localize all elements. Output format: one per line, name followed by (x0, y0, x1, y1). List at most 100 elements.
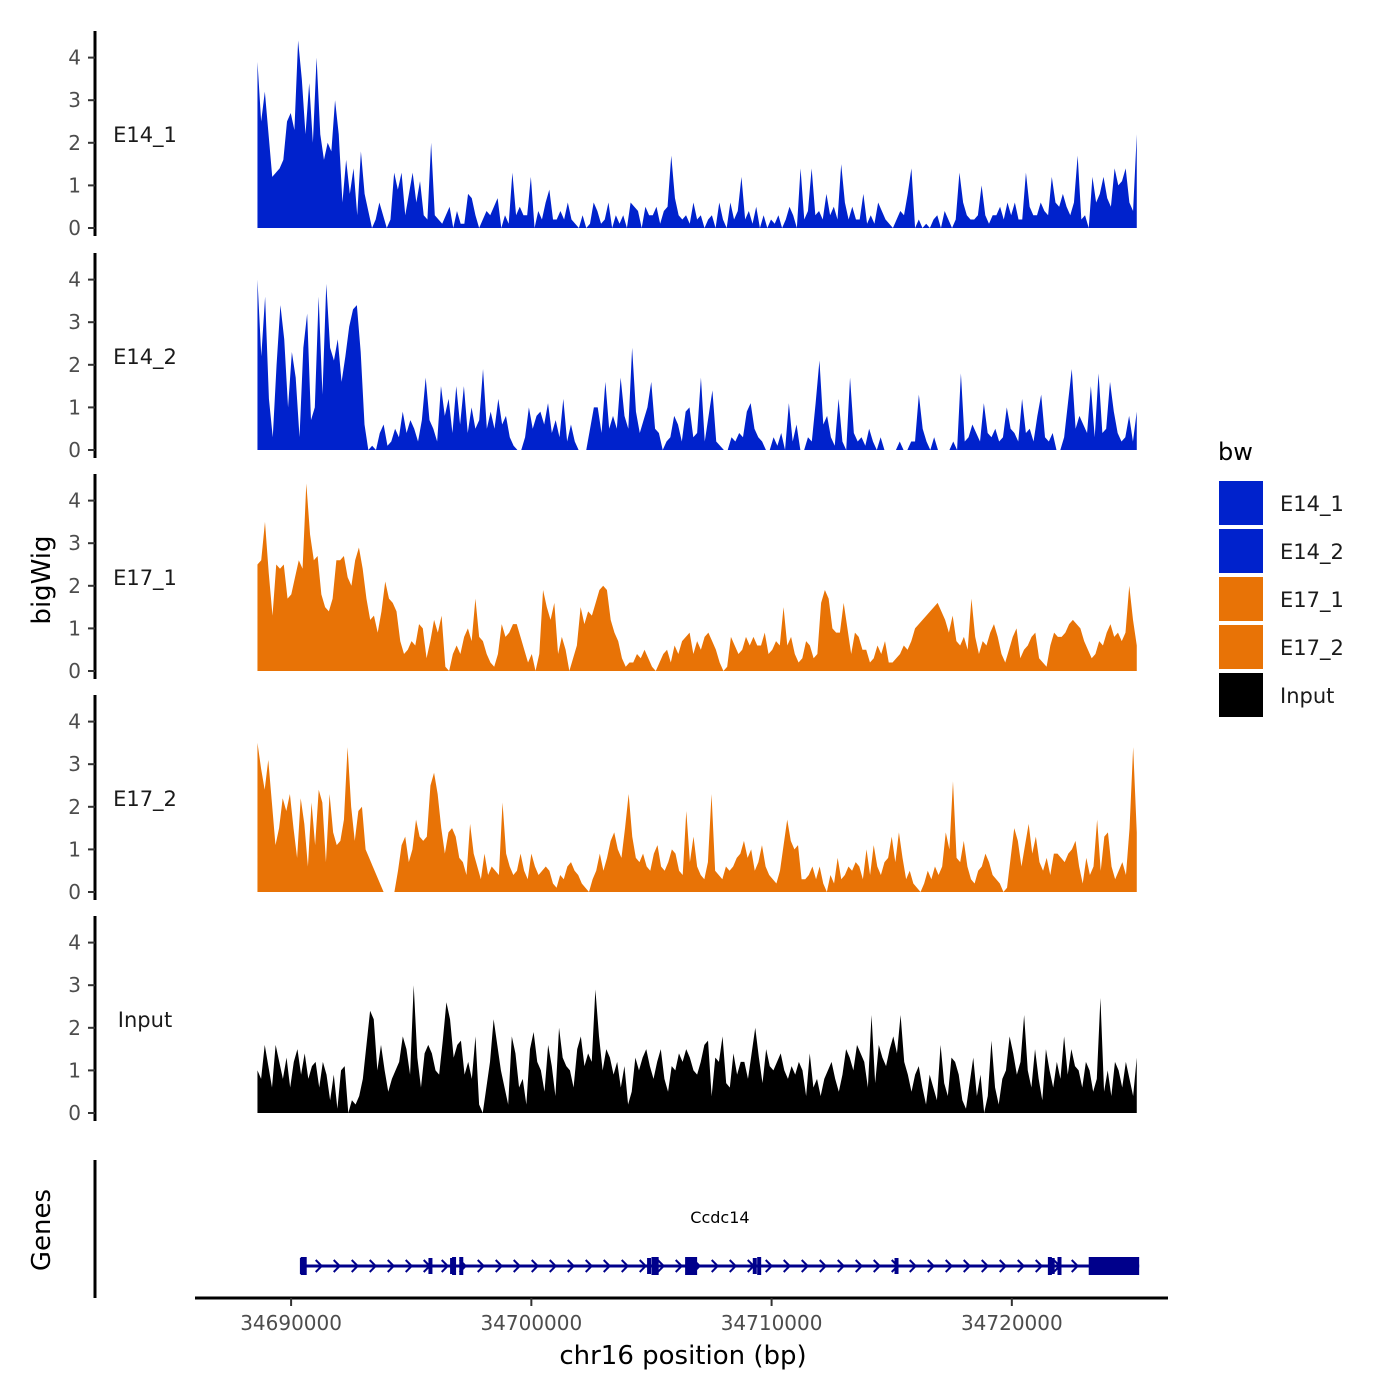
y-axis-title: bigWig (27, 535, 57, 624)
signal-area-E17_2 (257, 742, 1137, 892)
gene-exon (300, 1257, 307, 1275)
gene-exon-small (894, 1258, 899, 1274)
legend-swatch (1217, 479, 1265, 527)
strand-arrow (549, 1259, 558, 1273)
gene-exon (757, 1257, 762, 1275)
gene-exon (452, 1257, 457, 1275)
strand-arrow (981, 1259, 990, 1273)
strand-arrow (801, 1259, 810, 1273)
strand-arrow (1071, 1259, 1080, 1273)
y-tick-label: 0 (68, 216, 81, 240)
x-tick-label: 34710000 (721, 1311, 823, 1335)
track-label: E14_1 (113, 123, 177, 148)
track-E14_1: 0 1 2 3 4 E14_1 (68, 31, 1137, 240)
signal-area-E17_1 (257, 483, 1137, 671)
x-tick-label: 34690000 (240, 1311, 342, 1335)
y-tick-label: 1 (68, 395, 81, 419)
strand-arrow (855, 1259, 864, 1273)
gene-exon-small (428, 1258, 433, 1274)
y-tick-label: 1 (68, 616, 81, 640)
strand-arrow (999, 1259, 1008, 1273)
y-tick-label: 0 (68, 1101, 81, 1125)
strand-arrow (837, 1259, 846, 1273)
y-tick-label: 0 (68, 659, 81, 683)
track-label: E14_2 (113, 345, 177, 370)
strand-arrow (513, 1259, 522, 1273)
gene-exon-small (752, 1258, 757, 1274)
strand-arrow (909, 1259, 918, 1273)
strand-arrow (675, 1259, 684, 1273)
legend-item-E14_2: E14_2 (1217, 527, 1344, 575)
strand-arrow (927, 1259, 936, 1273)
strand-arrow (567, 1259, 576, 1273)
y-tick-label: 3 (68, 973, 81, 997)
x-axis-title: chr16 position (bp) (559, 1341, 806, 1371)
y-tick-label: 2 (68, 795, 81, 819)
legend: bw E14_1 E14_2 E17_1 E17_2 Input (1217, 438, 1344, 719)
gene-exon-small (1050, 1258, 1055, 1274)
strand-arrow (351, 1259, 360, 1273)
legend-label: E14_2 (1280, 540, 1344, 565)
genes-track-title: Genes (27, 1189, 57, 1271)
strand-arrow (603, 1259, 612, 1273)
legend-label: E17_1 (1280, 588, 1344, 613)
signal-tracks: 0 1 2 3 4 E14_1 0 1 2 3 4 E14_2 0 1 2 3 4 E17_1 0 1 2 3 4 E17_2… (68, 31, 1137, 1125)
y-tick-label: 0 (68, 880, 81, 904)
legend-label: E17_2 (1280, 636, 1344, 661)
strand-arrow (819, 1259, 828, 1273)
legend-swatch (1217, 527, 1265, 575)
strand-arrow (369, 1259, 378, 1273)
legend-item-Input: Input (1217, 671, 1334, 719)
strand-arrow (873, 1259, 882, 1273)
track-label: E17_1 (113, 566, 177, 591)
gene-exon (651, 1257, 659, 1275)
y-tick-label: 2 (68, 353, 81, 377)
legend-swatch (1217, 575, 1265, 623)
strand-arrow (405, 1259, 414, 1273)
gene-exon (685, 1257, 698, 1275)
signal-area-Input (257, 985, 1137, 1113)
y-tick-label: 3 (68, 531, 81, 555)
y-tick-label: 2 (68, 574, 81, 598)
y-tick-label: 3 (68, 88, 81, 112)
legend-item-E14_1: E14_1 (1217, 479, 1344, 527)
strand-arrow (441, 1259, 450, 1273)
y-tick-label: 4 (68, 46, 81, 70)
track-label: Input (118, 1008, 172, 1032)
strand-arrow (1017, 1259, 1026, 1273)
x-axis: 34690000 34700000 34710000 34720000 (195, 1296, 1168, 1335)
y-tick-label: 1 (68, 837, 81, 861)
y-tick-label: 2 (68, 131, 81, 155)
y-tick-label: 1 (68, 1058, 81, 1082)
strand-arrow (621, 1259, 630, 1273)
track-E14_2: 0 1 2 3 4 E14_2 (68, 253, 1137, 462)
legend-title: bw (1218, 438, 1253, 466)
y-tick-label: 3 (68, 752, 81, 776)
gene-exon (1047, 1257, 1052, 1275)
y-tick-label: 4 (68, 489, 81, 513)
y-tick-label: 4 (68, 931, 81, 955)
strand-arrow (477, 1259, 486, 1273)
gene-exon (1088, 1257, 1140, 1275)
y-tick-label: 4 (68, 710, 81, 734)
gene-name-label: Ccdc14 (690, 1208, 749, 1227)
y-tick-label: 0 (68, 438, 81, 462)
gene-exon (1057, 1257, 1062, 1275)
gene-exon-small (647, 1258, 652, 1274)
strand-arrow (639, 1259, 648, 1273)
strand-arrow (387, 1259, 396, 1273)
signal-area-E14_1 (257, 40, 1137, 229)
legend-label: E14_1 (1280, 492, 1344, 517)
strand-arrow (1035, 1259, 1044, 1273)
strand-arrow (783, 1259, 792, 1273)
legend-item-E17_2: E17_2 (1217, 623, 1344, 671)
legend-label: Input (1280, 684, 1334, 708)
legend-swatch (1217, 671, 1265, 719)
signal-area-E14_2 (257, 279, 1137, 450)
track-Input: 0 1 2 3 4 Input (68, 916, 1137, 1125)
gene-exon (459, 1257, 464, 1275)
strand-arrow (945, 1259, 954, 1273)
strand-arrow (585, 1259, 594, 1273)
strand-arrow (333, 1259, 342, 1273)
